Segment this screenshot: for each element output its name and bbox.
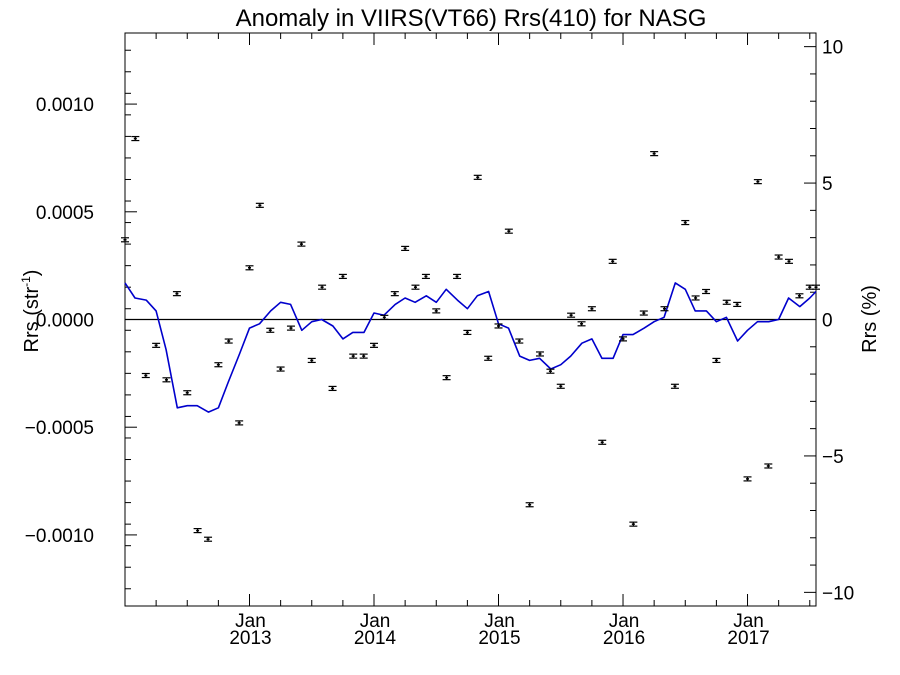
smoothed-line-layer	[124, 282, 817, 413]
anomaly-point	[338, 273, 347, 280]
anomaly-point	[141, 372, 150, 379]
y-axis-label-right: Rrs (%)	[859, 285, 881, 353]
left-tick-label: −0.0005	[25, 418, 94, 439]
x-tick-month-label: Jan	[733, 611, 764, 632]
anomaly-point	[255, 202, 264, 208]
anomaly-point	[359, 353, 368, 359]
anomaly-point	[784, 258, 793, 264]
anomaly-point	[193, 528, 202, 534]
right-tick-label: −5	[822, 447, 844, 468]
anomaly-point	[774, 254, 783, 260]
anomaly-point	[214, 362, 223, 368]
left-tick-label: −0.0010	[25, 526, 94, 547]
left-tick-label: 0.0010	[36, 95, 94, 116]
anomaly-point	[235, 420, 244, 426]
anomaly-point	[743, 476, 752, 482]
anomaly-point	[639, 310, 648, 316]
anomaly-point	[432, 308, 441, 314]
x-tick-year-label: 2017	[727, 628, 769, 649]
anomaly-point	[380, 314, 389, 320]
anomaly-point	[411, 284, 420, 290]
y-axis-label-left-close: )	[21, 270, 43, 277]
anomaly-point	[453, 273, 462, 280]
right-tick-label: 5	[822, 174, 833, 195]
anomaly-point	[421, 273, 430, 280]
x-tick-year-label: 2013	[229, 628, 271, 649]
anomaly-point	[442, 375, 451, 381]
anomaly-point	[318, 284, 327, 290]
anomaly-point	[670, 383, 679, 389]
anomaly-points-layer	[121, 135, 820, 542]
anomaly-point	[131, 135, 140, 142]
anomaly-point	[587, 306, 596, 312]
anomaly-point	[753, 179, 762, 185]
anomaly-point	[276, 366, 285, 372]
anomaly-point	[795, 293, 804, 299]
anomaly-point	[183, 390, 192, 396]
anomaly-point	[629, 521, 638, 527]
x-tick-year-label: 2016	[603, 628, 645, 649]
anomaly-point	[162, 377, 171, 383]
anomaly-point	[504, 228, 513, 234]
anomaly-point	[224, 338, 233, 344]
plot-area	[124, 32, 817, 607]
anomaly-point	[812, 284, 820, 290]
anomaly-point	[764, 463, 773, 469]
anomaly-point	[525, 502, 534, 508]
anomaly-point	[598, 439, 607, 445]
smoothed-anomaly-line	[124, 282, 817, 413]
anomaly-point	[401, 245, 410, 252]
anomaly-point	[556, 383, 565, 389]
anomaly-point	[733, 301, 742, 308]
anomaly-point	[691, 295, 700, 301]
right-tick-label: 0	[822, 311, 833, 332]
anomaly-point	[650, 151, 659, 157]
y-axis-label-left-superscript: -1	[19, 276, 33, 287]
y-axis-label-left-base: Rrs (str	[21, 287, 43, 353]
anomaly-point	[307, 357, 316, 364]
anomaly-point	[152, 342, 161, 348]
axis-ticks: 0.0010 0.0005 0.0000 −0.0005 −0.0010 10 5 0 −5 −1…	[25, 33, 854, 649]
anomaly-point	[535, 351, 544, 357]
x-tick-month-label: Jan	[360, 611, 391, 632]
anomaly-point	[494, 323, 503, 329]
anomaly-point	[245, 265, 254, 271]
anomaly-point	[390, 291, 399, 297]
anomaly-point	[619, 336, 628, 342]
anomaly-point	[204, 536, 213, 542]
x-tick-month-label: Jan	[609, 611, 640, 632]
anomaly-point	[660, 306, 669, 312]
anomaly-point	[702, 288, 711, 295]
anomaly-point	[297, 241, 306, 247]
anomaly-point	[546, 368, 555, 374]
anomaly-point	[722, 299, 731, 305]
anomaly-point	[172, 291, 181, 297]
x-tick-month-label: Jan	[484, 611, 515, 632]
anomaly-point	[121, 237, 129, 243]
anomaly-point	[567, 312, 576, 318]
anomaly-point	[515, 338, 524, 344]
left-tick-label: 0.0005	[36, 203, 94, 224]
left-tick-label: 0.0000	[36, 311, 94, 332]
anomaly-point	[712, 357, 721, 364]
anomaly-point	[370, 342, 379, 348]
anomaly-point	[349, 353, 358, 359]
anomaly-point	[463, 329, 472, 336]
anomaly-point	[328, 385, 337, 392]
anomaly-point	[286, 325, 295, 331]
anomaly-point	[681, 219, 690, 226]
y-axis-label-left: Rrs (str-1)	[19, 270, 43, 353]
right-tick-label: 10	[822, 38, 843, 59]
anomaly-point	[608, 258, 617, 264]
x-tick-year-label: 2014	[354, 628, 397, 649]
anomaly-point	[484, 355, 493, 361]
anomaly-point	[266, 327, 275, 333]
right-tick-label: −10	[822, 583, 854, 604]
x-tick-year-label: 2015	[478, 628, 520, 649]
x-tick-month-label: Jan	[235, 611, 266, 632]
anomaly-point	[577, 321, 586, 327]
chart-title: Anomaly in VIIRS(VT66) Rrs(410) for NASG	[236, 5, 707, 32]
anomaly-point	[473, 174, 482, 180]
